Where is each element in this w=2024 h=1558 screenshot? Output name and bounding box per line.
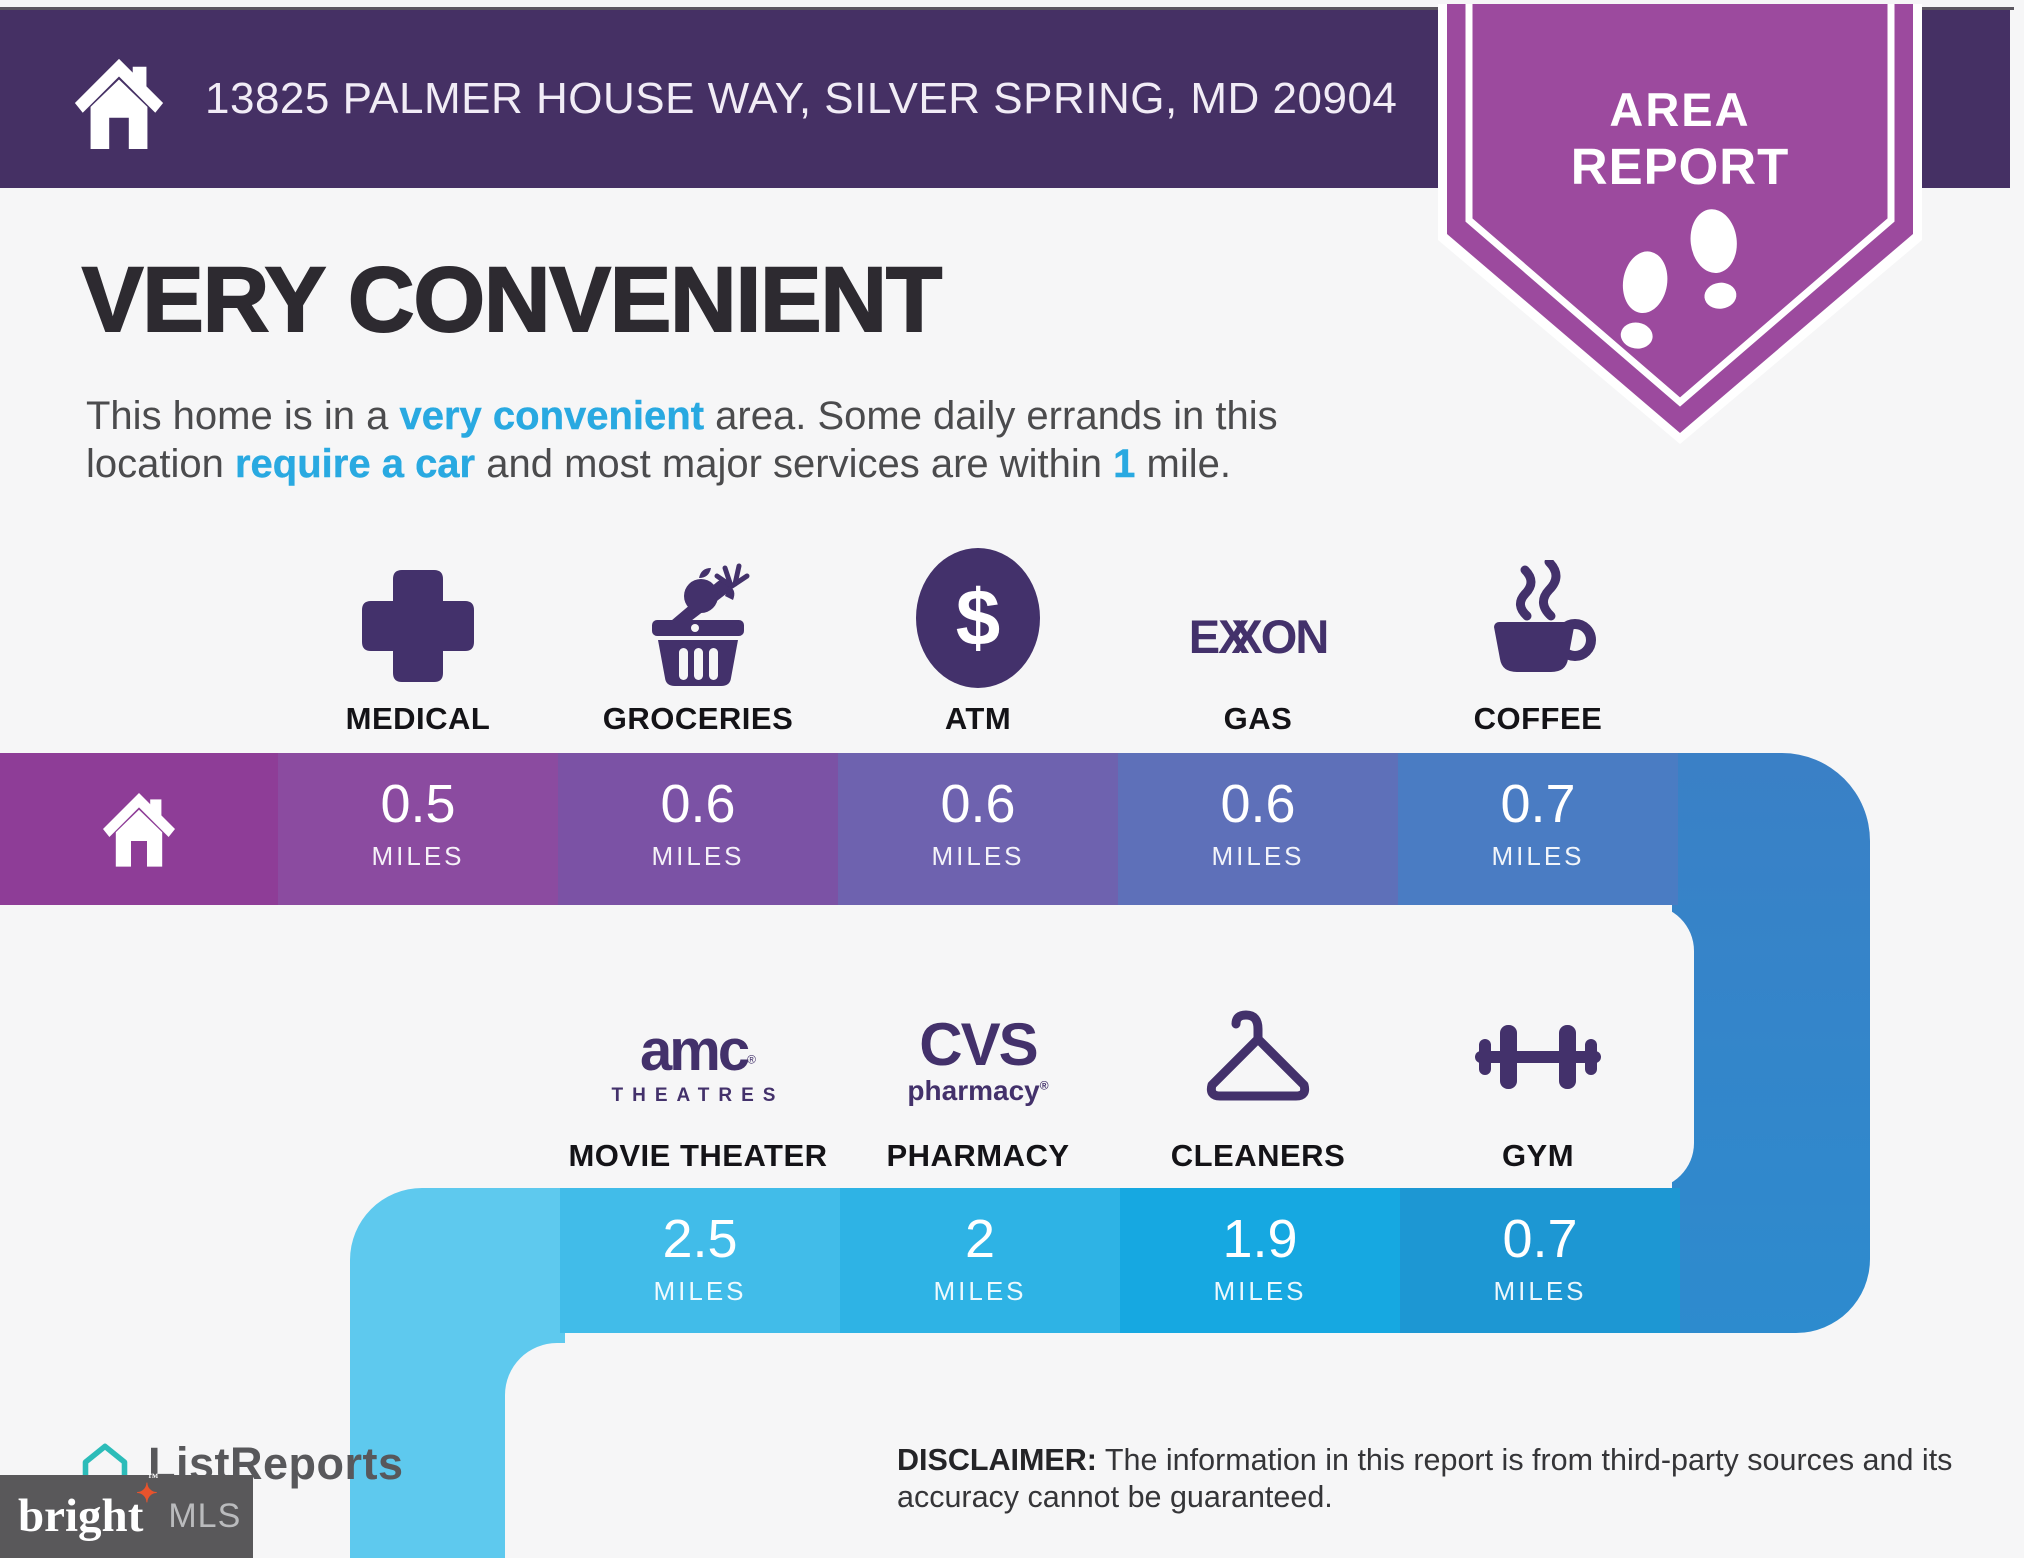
highlight-one-mile: 1: [1113, 442, 1136, 486]
highlight-very-convenient: very convenient: [399, 394, 705, 438]
home-cell: [0, 753, 278, 905]
service-label: CLEANERS: [1170, 1138, 1346, 1173]
disclaimer-label: DISCLAIMER:: [897, 1443, 1097, 1477]
home-icon: [74, 58, 164, 150]
service-label: PHARMACY: [886, 1138, 1070, 1173]
service-label: MEDICAL: [345, 701, 491, 736]
service-gas: E X X ON GAS: [1118, 552, 1398, 737]
intro-text: This home is in a very convenient area. …: [86, 392, 1278, 488]
service-label: GROCERIES: [602, 701, 794, 736]
distance-cell-coffee: 0.7 MILES: [1398, 753, 1678, 905]
service-gym: GYM: [1398, 985, 1678, 1174]
service-label: GAS: [1223, 701, 1293, 736]
home-icon: [103, 793, 175, 867]
intro-line-2: location require a car and most major se…: [86, 442, 1231, 486]
atm-dollar-icon: $: [916, 548, 1040, 688]
distance-cell-gym: 0.7 MILES: [1400, 1188, 1680, 1333]
property-address: 13825 PALMER HOUSE WAY, SILVER SPRING, M…: [205, 74, 1398, 123]
service-cleaners: CLEANERS: [1118, 985, 1398, 1174]
distance-band-2: 2.5 MILES 2 MILES 1.9 MILES 0.7 MILES: [560, 1188, 1680, 1333]
service-medical: MEDICAL: [278, 552, 558, 737]
top-border-line: [0, 7, 2014, 10]
badge-line1: AREA: [1609, 83, 1750, 136]
badge-line2: REPORT: [1571, 138, 1790, 195]
service-label: ATM: [944, 701, 1012, 736]
amc-theatres-logo: amc® THEATRES: [611, 1018, 785, 1106]
service-label: COFFEE: [1473, 701, 1603, 736]
service-pharmacy: CVS pharmacy® PHARMACY: [838, 985, 1118, 1174]
bright-star-icon: ✦: [136, 1479, 158, 1508]
dumbbell-icon: [1475, 1025, 1601, 1089]
hanger-icon: [1206, 1010, 1310, 1101]
coffee-cup-icon: [1494, 560, 1596, 672]
service-movie-theater: amc® THEATRES MOVIE THEATER: [558, 985, 838, 1174]
service-atm: $ ATM: [838, 548, 1118, 737]
cvs-pharmacy-logo: CVS pharmacy®: [907, 1011, 1049, 1106]
medical-cross-icon: [362, 570, 474, 682]
mls-wordmark: MLS: [168, 1497, 242, 1535]
distance-cell-movie-theater: 2.5 MILES: [560, 1188, 840, 1333]
inner-white-card: [1300, 905, 1694, 1189]
area-report-badge: AREA REPORT: [1438, 4, 1922, 444]
service-label: GYM: [1501, 1138, 1575, 1173]
distance-cell-groceries: 0.6 MILES: [558, 753, 838, 905]
distance-band-1: 0.5 MILES 0.6 MILES 0.6 MILES 0.6 MILES 0.7 M…: [0, 753, 1678, 905]
intro-line-1: This home is in a very convenient area. …: [86, 394, 1278, 438]
groceries-basket-icon: [652, 563, 750, 686]
inner-white-card-bottom: [505, 1343, 935, 1558]
route-turn-right: [1672, 753, 1870, 1333]
distance-cell-atm: 0.6 MILES: [838, 753, 1118, 905]
distance-cell-gas: 0.6 MILES: [1118, 753, 1398, 905]
distance-cell-cleaners: 1.9 MILES: [1120, 1188, 1400, 1333]
bright-wordmark: bright ✦ ™: [18, 1472, 159, 1542]
footprints-icon: [1620, 209, 1737, 349]
bright-mls-logo: bright ✦ ™ MLS: [0, 1472, 253, 1558]
service-groceries: GROCERIES: [558, 552, 838, 737]
exxon-logo: E X X ON: [1188, 610, 1330, 663]
distance-cell-pharmacy: 2 MILES: [840, 1188, 1120, 1333]
disclaimer-text: DISCLAIMER: The information in this repo…: [897, 1443, 1953, 1514]
distance-cell-medical: 0.5 MILES: [278, 753, 558, 905]
page-title: VERY CONVENIENT: [81, 248, 943, 352]
service-coffee: COFFEE: [1398, 552, 1678, 737]
highlight-require-a-car: require a car: [234, 442, 476, 486]
service-label: MOVIE THEATER: [568, 1138, 828, 1173]
